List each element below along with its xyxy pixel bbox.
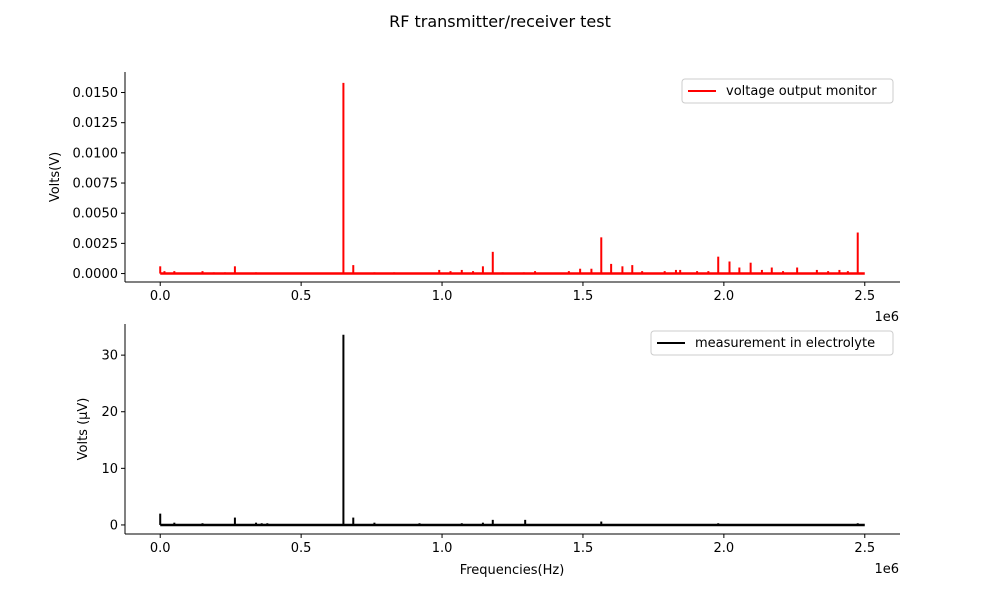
legend-frame: [681, 78, 894, 104]
axes-spines: [124, 324, 900, 535]
series-voltage-output-monitor: [159, 82, 865, 275]
y-tick-label: 0: [110, 518, 118, 533]
axes-spines: [124, 72, 900, 283]
x-offset-label: 1e6: [874, 562, 899, 577]
y-axis-ticks: 0 10 20 30: [101, 349, 125, 533]
y-tick-label: 0.0100: [73, 146, 119, 161]
axes-bottom: 0.0 0.5 1.0 1.5 2.0 2.5 0 10 20 30 Volts (μV) Fr…: [76, 324, 900, 578]
x-tick-label: 2.0: [714, 289, 735, 304]
y-tick-label: 0.0000: [73, 267, 119, 282]
legend: voltage output monitor: [681, 78, 894, 104]
x-tick-label: 1.5: [573, 541, 594, 556]
x-axis-label: Frequencies(Hz): [460, 563, 565, 578]
x-tick-label: 1.0: [432, 289, 453, 304]
x-tick-label: 0.0: [150, 289, 171, 304]
series-measurement-in-electrolyte: [159, 334, 865, 527]
x-tick-label: 2.5: [854, 289, 875, 304]
y-tick-label: 0.0125: [73, 116, 119, 131]
figure-title: RF transmitter/receiver test: [389, 12, 611, 31]
x-tick-label: 0.5: [291, 541, 312, 556]
y-axis-ticks: 0.0000 0.0025 0.0050 0.0075 0.0100 0.0125 0.01…: [73, 86, 125, 282]
x-tick-label: 2.0: [714, 541, 735, 556]
x-tick-label: 2.5: [854, 541, 875, 556]
y-tick-label: 0.0025: [73, 237, 119, 252]
x-axis-ticks: 0.0 0.5 1.0 1.5 2.0 2.5: [150, 282, 875, 304]
y-tick-label: 10: [101, 462, 118, 477]
y-tick-label: 30: [101, 349, 118, 364]
axes-top: 0.0 0.5 1.0 1.5 2.0 2.5 0.00000.00250.00500.0…: [48, 72, 900, 325]
x-offset-label: 1e6: [874, 310, 899, 325]
y-tick-label: 0.0150: [73, 86, 119, 101]
y-axis-label: Volts(V): [48, 152, 63, 202]
y-tick-label: 20: [101, 405, 118, 420]
x-tick-label: 1.0: [432, 541, 453, 556]
x-axis-ticks: 0.0 0.5 1.0 1.5 2.0 2.5: [150, 534, 875, 556]
y-tick-label: 0.0050: [73, 207, 119, 222]
legend-frame: [650, 330, 894, 356]
legend-label: voltage output monitor: [726, 84, 877, 99]
x-tick-label: 0.5: [291, 289, 312, 304]
legend-label: measurement in electrolyte: [695, 336, 875, 351]
legend: measurement in electrolyte: [650, 330, 894, 356]
x-tick-label: 1.5: [573, 289, 594, 304]
y-tick-label: 0.0075: [73, 177, 119, 192]
x-tick-label: 0.0: [150, 541, 171, 556]
y-axis-label: Volts (μV): [76, 398, 91, 461]
